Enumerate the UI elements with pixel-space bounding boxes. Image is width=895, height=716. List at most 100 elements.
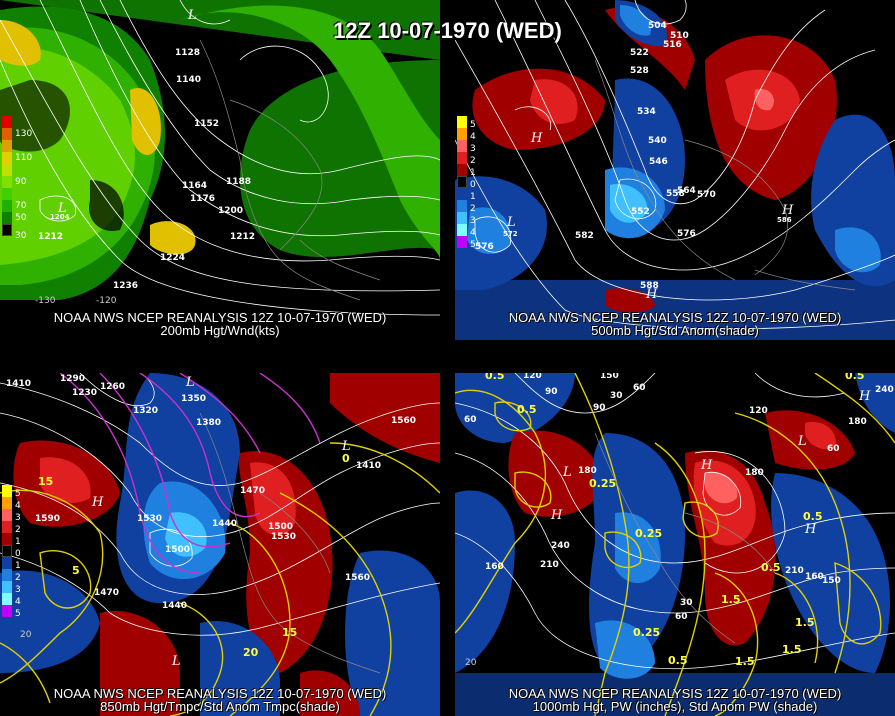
contour-label: 1530 [271,532,296,542]
pw-label: 1.5 [721,593,741,606]
contour-label: 1212 [38,232,63,242]
contour-label: 180 [848,417,867,427]
caption-field: 200mb Hgt/Wnd(kts) [160,323,280,338]
panel-850mb: 1410 1290 1260 1230 1320 1350 1380 1410 … [0,373,440,716]
high-center: H [781,203,794,218]
legend-label: 3 [15,513,21,523]
pw-label: 0.25 [633,626,660,639]
contour-label: 90 [545,387,558,397]
low-center: L [185,375,195,390]
contour-label: 1212 [230,232,255,242]
contour-label: 30 [610,391,623,401]
contour-label: 160 [485,562,504,572]
caption-field: 1000mb Hgt, PW (inches), Std Anom PW (sh… [532,699,818,714]
map-850mb: 1410 1290 1260 1230 1320 1350 1380 1410 … [0,373,440,716]
contour-label: 540 [648,136,667,146]
contour-label: 60 [827,444,840,454]
contour-label: 30 [680,598,693,608]
contour-label: 534 [637,107,656,117]
legend-label: 4 [470,228,476,238]
contour-label: 576 [677,229,696,239]
low-center: L [562,465,572,480]
legend-label: 3 [470,144,476,154]
legend-label: 2 [470,204,476,214]
legend-label: 3 [15,585,21,595]
wind-legend: 130 110 90 70 50 30 [2,116,32,241]
contour-label: 60 [633,383,646,393]
contour-label: 572 [503,230,518,238]
panel-200mb: 1128 1140 1152 1164 1176 1188 1200 1212 … [0,0,440,340]
contour-label: 60 [675,612,688,622]
legend-label: 2 [15,573,21,583]
high-center: H [91,495,104,510]
legend-label: 0 [15,549,21,559]
pw-label: 0.25 [635,527,662,540]
contour-label: 1350 [181,394,206,404]
contour-label: 588 [640,281,659,291]
pw-label: 1.5 [795,616,815,629]
contour-label: 586 [777,216,792,224]
longitude-label: -120 [96,296,117,306]
map-500mb: 504 510 516 522 528 534 540 546 552 558 … [455,0,895,340]
contour-label: 1224 [160,253,185,263]
legend-label: 2 [470,156,476,166]
contour-label: 1470 [240,486,265,496]
legend-label: 3 [470,216,476,226]
latitude-label: 20 [20,630,32,640]
contour-label: 1290 [60,374,85,384]
contour-label: 1230 [72,388,97,398]
contour-label: 1128 [175,48,200,58]
pw-label: 0.5 [517,403,537,416]
contour-label: 240 [551,541,570,551]
legend-label: 2 [15,525,21,535]
caption-field: 500mb Hgt/Std Anom(shade) [591,323,759,338]
legend-label: 4 [15,597,21,607]
pw-label: 0.5 [845,373,865,382]
map-title: 12Z 10-07-1970 (WED) [333,18,562,43]
contour-label: 150 [822,576,841,586]
legend-label: 1 [470,192,476,202]
longitude-label: -130 [35,296,56,306]
contour-label: 1152 [194,119,219,129]
panel-1000mb: 150 120 90 60 30 60 90 120 180 240 180 2… [455,373,895,716]
contour-label: 528 [630,66,649,76]
legend-label: 1 [15,537,21,547]
low-center: L [341,439,351,454]
contour-label: 1440 [162,601,187,611]
temperature-label: 20 [243,646,259,659]
caption-source: NOAA NWS NCEP REANALYSIS 12Z 10-07-1970 … [508,310,842,325]
contour-label: 1204 [50,213,70,221]
high-center: H [530,131,543,146]
contour-label: 240 [875,385,894,395]
temperature-label: 15 [38,475,53,488]
legend-label: 30 [15,231,27,241]
temperature-label: 15 [282,626,297,639]
pw-label: 0.5 [761,561,781,574]
contour-label: 1410 [6,379,31,389]
legend-label: 5 [15,489,21,499]
contour-label: 504 [648,21,667,31]
temperature-label: 0 [342,452,350,465]
low-center: L [171,654,181,669]
caption-source: NOAA NWS NCEP REANALYSIS 12Z 10-07-1970 … [53,686,387,701]
high-center: H [700,458,713,473]
contour-label: 552 [631,207,650,217]
contour-label: 210 [785,566,804,576]
caption-field: 850mb Hgt/Tmpc/Std Anom Tmpc(shade) [100,699,340,714]
legend-label: 50 [15,213,27,223]
contour-label: 564 [677,186,696,196]
contour-label: 1236 [113,281,138,291]
map-200mb: 1128 1140 1152 1164 1176 1188 1200 1212 … [0,0,440,316]
contour-label: 90 [593,403,606,413]
contour-label: 60 [464,415,477,425]
low-center: L [187,8,197,23]
contour-label: 558 [666,189,685,199]
pw-label: 1.5 [782,643,802,656]
contour-label: 1560 [345,573,370,583]
contour-label: 1590 [35,514,60,524]
pw-label: 0.5 [485,373,505,382]
latitude-label: 20 [465,658,477,668]
pw-label: 0.5 [668,654,688,667]
map-1000mb: 150 120 90 60 30 60 90 120 180 240 180 2… [455,373,895,716]
contour-label: 576 [475,242,494,252]
